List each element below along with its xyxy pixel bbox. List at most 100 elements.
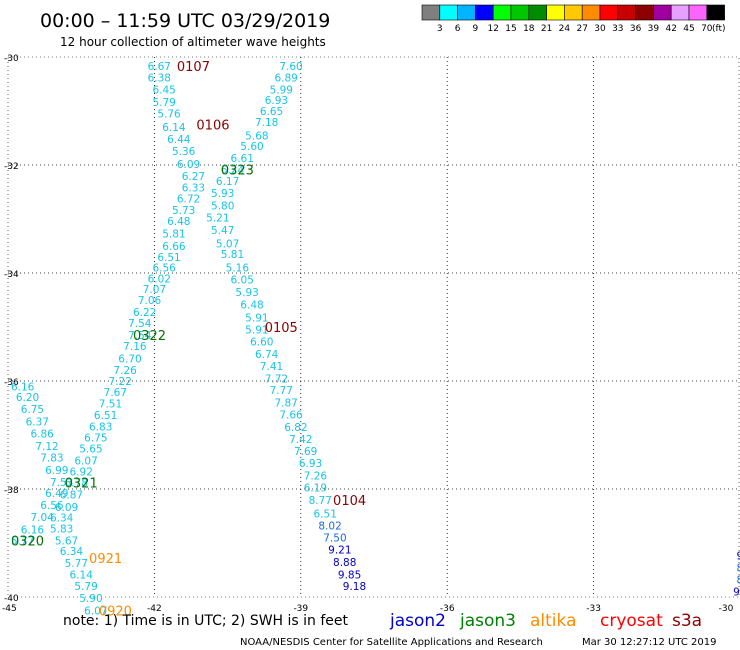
colorbar-swatch xyxy=(492,4,512,21)
wave-height-value: 9.85 xyxy=(338,569,361,581)
wave-height-value: 6.19 xyxy=(304,482,327,494)
wave-height-value: 6.37 xyxy=(26,417,49,429)
wave-height-value: 6.89 xyxy=(274,73,297,85)
colorbar-label: 24 xyxy=(559,24,571,34)
wave-height-value: 6.07 xyxy=(74,455,97,467)
wave-height-value: 8.88 xyxy=(333,557,356,569)
colorbar-label: 42 xyxy=(665,24,676,34)
wave-height-value: 6.56 xyxy=(152,263,176,275)
colorbar-swatch xyxy=(581,4,601,21)
wave-height-value: 6.02 xyxy=(148,273,171,285)
footer-timestamp: Mar 30 12:27:12 UTC 2019 xyxy=(582,637,717,648)
wave-height-value: 6.51 xyxy=(94,410,117,422)
pass-time-label: 0104 xyxy=(333,494,366,509)
footer: note: 1) Time is in UTC; 2) SWH is in fe… xyxy=(63,611,717,648)
footer-credit: NOAA/NESDIS Center for Satellite Applica… xyxy=(240,637,543,648)
wave-height-value: 9.21 xyxy=(328,544,351,556)
wave-height-value: 7.50 xyxy=(323,533,346,545)
wave-height-value: 6.17 xyxy=(216,176,239,188)
y-tick-label: -32 xyxy=(4,162,19,172)
wave-height-value: 7.66 xyxy=(279,409,303,421)
wave-height-value: 6.75 xyxy=(84,433,107,445)
colorbar-label: 3 xyxy=(437,24,443,34)
wave-height-value: 5.77 xyxy=(65,558,88,570)
colorbar-label: 6 xyxy=(455,24,461,34)
pass-time-label: 0320 xyxy=(11,534,44,549)
wave-height-value: 6.22 xyxy=(133,307,156,319)
wave-height-value: 7.77 xyxy=(270,385,293,397)
x-tick-label: -36 xyxy=(440,604,455,614)
wave-height-value: 5.65 xyxy=(79,444,102,456)
colorbar-swatch xyxy=(599,4,619,21)
wave-height-value: 7.41 xyxy=(260,361,283,373)
colorbar-swatch xyxy=(457,4,476,21)
wave-height-value: 6.51 xyxy=(314,508,337,520)
colorbar-label: 70 xyxy=(701,24,713,34)
satellite-legend: jason2 jason3 altika cryosat s3a xyxy=(389,611,702,631)
wave-height-value: 6.09 xyxy=(177,159,200,171)
wave-height-value: 6.67 xyxy=(148,61,171,73)
wave-height-value: 7.54 xyxy=(128,318,152,330)
wave-height-value: 6.16 xyxy=(21,525,45,537)
wave-height-value: 5.79 xyxy=(74,581,97,593)
wave-height-value: 5.93 xyxy=(235,287,258,299)
legend-entry: altika xyxy=(530,611,577,631)
wave-height-value: 7.53 xyxy=(50,477,73,489)
wave-height-value: 8.02 xyxy=(318,521,341,533)
wave-height-value: 6.14 xyxy=(70,569,94,581)
wave-height-value: 5.81 xyxy=(221,249,244,261)
wave-height-value: 6.51 xyxy=(157,252,180,264)
x-tick-label: -39 xyxy=(293,604,308,614)
footer-note: note: 1) Time is in UTC; 2) SWH is in fe… xyxy=(63,613,349,629)
colorbar-label: 9 xyxy=(473,24,479,34)
legend-entry: cryosat xyxy=(600,611,663,631)
colorbar-label: 15 xyxy=(505,24,516,34)
wave-height-value: 6.83 xyxy=(89,421,112,433)
wave-height-value: 6.20 xyxy=(16,392,39,404)
x-tick-label: -42 xyxy=(147,604,162,614)
wave-height-value: 6.49 xyxy=(45,488,68,500)
wave-height-value: 7.42 xyxy=(289,434,312,446)
colorbar-label: 30 xyxy=(594,24,606,34)
wave-height-value: 6.66 xyxy=(162,241,186,253)
wave-height-value: 6.70 xyxy=(118,353,141,365)
chart-title: 00:00 – 11:59 UTC 03/29/2019 xyxy=(40,10,330,32)
wave-height-value: 6.82 xyxy=(284,422,307,434)
colorbar-swatch xyxy=(706,4,725,21)
wave-height-value: 7.72 xyxy=(265,373,288,385)
colorbar-swatch xyxy=(564,4,583,21)
wave-height-value: 6.48 xyxy=(240,299,263,311)
colorbar-swatch xyxy=(528,4,547,21)
pass-time-label: 0322 xyxy=(133,329,166,344)
colorbar-swatch xyxy=(439,4,458,21)
wave-height-value: 6.07 xyxy=(84,606,107,618)
wave-height-value: 6.34 xyxy=(60,546,84,558)
wave-height-value: 6.56 xyxy=(40,500,64,512)
colorbar-label: 39 xyxy=(648,24,660,34)
colorbar-label: 36 xyxy=(630,24,642,34)
wave-height-value: 5.68 xyxy=(245,130,268,142)
wave-height-value: 7.26 xyxy=(304,471,328,483)
pass-time-label: 0105 xyxy=(265,321,298,336)
wave-height-value: 6.45 xyxy=(152,84,175,96)
wave-height-value: 7.60 xyxy=(279,61,302,73)
wave-height-value: 5.79 xyxy=(152,97,175,109)
colorbar-swatch xyxy=(475,4,494,21)
wave-height-value: 7.54 xyxy=(128,330,152,342)
colorbar-swatch xyxy=(617,4,636,21)
legend-entry: jason3 xyxy=(459,611,516,631)
wave-height-value: 9.2 xyxy=(737,550,740,562)
wave-height-value: 7.07 xyxy=(143,284,166,296)
colorbar-label: 45 xyxy=(683,24,694,34)
wave-height-value: 5.81 xyxy=(162,229,185,241)
wave-height-value: 6.16 xyxy=(11,381,35,393)
wave-height-value: 9.18 xyxy=(343,581,366,593)
pass-time-label: 0920 xyxy=(99,605,132,620)
legend-entry: jason2 xyxy=(389,611,446,631)
wave-height-value: 6.72 xyxy=(177,193,200,205)
wave-height-value: 5.60 xyxy=(240,141,263,153)
wave-height-value: 5.91 xyxy=(245,325,268,337)
wave-height-value: 6.92 xyxy=(70,467,93,479)
chart-subtitle: 12 hour collection of altimeter wave hei… xyxy=(60,35,326,49)
